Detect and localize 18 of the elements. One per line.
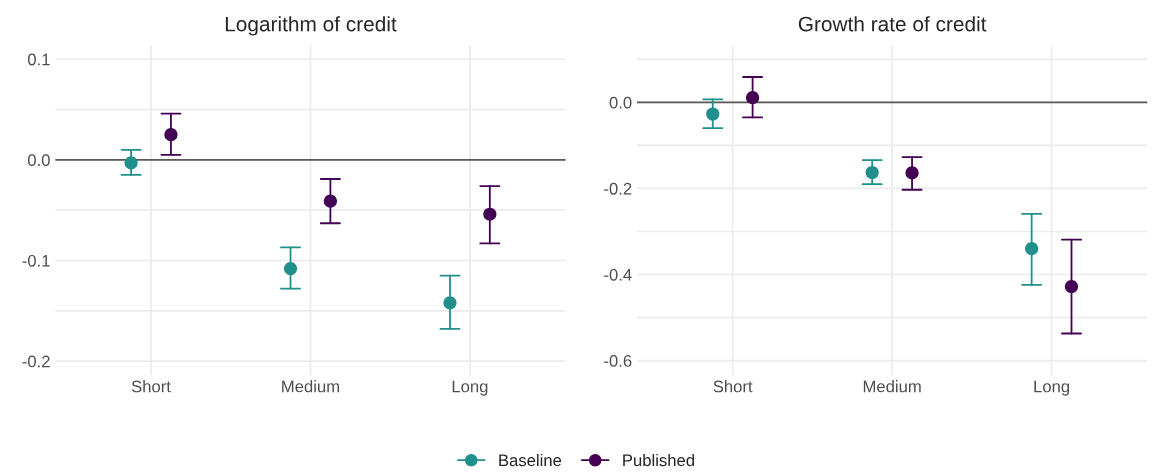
x-tick-label: Long: [452, 380, 488, 396]
x-tick-label: Long: [1034, 380, 1070, 396]
y-tick-label: -0.2: [22, 355, 50, 368]
y-tick-label: -0.6: [604, 355, 632, 367]
legend-label: Published: [623, 453, 694, 467]
x-tick-label: Short: [131, 380, 171, 393]
x-tick-label: Medium: [863, 380, 921, 393]
legend-label: Baseline: [499, 453, 562, 467]
y-tick-label: 0.0: [27, 154, 50, 167]
chart-title: Growth rate of credit: [798, 16, 987, 32]
y-tick-label: 0.0: [609, 96, 632, 109]
x-tick-label: Short: [713, 380, 753, 393]
y-tick-label: 0.1: [27, 53, 50, 66]
x-tick-label: Medium: [282, 380, 339, 393]
y-tick-label: -0.4: [604, 268, 632, 281]
y-tick-label: -0.1: [22, 254, 50, 267]
y-tick-label: -0.2: [604, 182, 632, 195]
chart-title: Logarithm of credit: [225, 16, 397, 36]
